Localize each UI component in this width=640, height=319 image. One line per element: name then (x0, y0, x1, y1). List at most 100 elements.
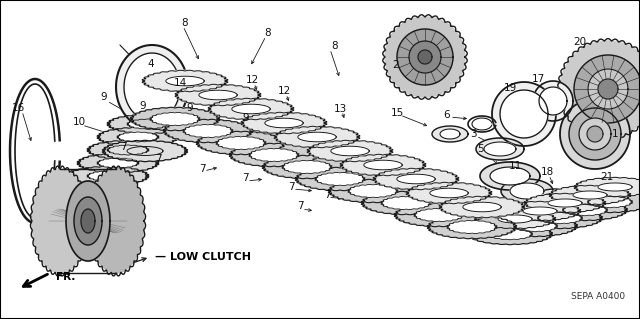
Polygon shape (364, 160, 402, 170)
Polygon shape (362, 191, 450, 215)
Polygon shape (574, 55, 640, 123)
Polygon shape (587, 126, 603, 142)
Polygon shape (232, 104, 270, 114)
Polygon shape (89, 172, 127, 181)
Text: 2: 2 (393, 60, 399, 70)
Polygon shape (166, 76, 204, 86)
Polygon shape (440, 129, 460, 139)
Polygon shape (129, 120, 167, 129)
Text: 8: 8 (332, 41, 339, 51)
Polygon shape (595, 187, 607, 199)
Polygon shape (560, 41, 640, 137)
Text: 18: 18 (540, 167, 554, 177)
Polygon shape (440, 197, 524, 218)
Text: 19: 19 (504, 83, 516, 93)
Polygon shape (541, 193, 569, 205)
Polygon shape (539, 87, 567, 115)
Polygon shape (265, 118, 303, 128)
Polygon shape (317, 173, 363, 185)
Text: 4: 4 (148, 59, 154, 69)
Text: 20: 20 (573, 37, 587, 47)
Polygon shape (463, 202, 501, 212)
Polygon shape (492, 82, 556, 146)
Text: 15: 15 (390, 108, 404, 118)
Text: 7: 7 (324, 190, 330, 200)
Polygon shape (501, 179, 553, 203)
Text: 8: 8 (182, 18, 188, 28)
Polygon shape (124, 53, 180, 121)
Polygon shape (449, 221, 495, 233)
Polygon shape (298, 132, 336, 142)
Text: 7: 7 (198, 164, 205, 174)
Polygon shape (88, 169, 144, 273)
Polygon shape (416, 209, 462, 221)
Polygon shape (591, 183, 611, 203)
Polygon shape (475, 210, 556, 228)
Text: 7: 7 (242, 173, 248, 183)
Polygon shape (164, 119, 252, 143)
Polygon shape (395, 204, 483, 226)
Text: 9: 9 (140, 101, 147, 111)
Polygon shape (331, 146, 369, 156)
Polygon shape (543, 199, 627, 220)
Text: 5: 5 (477, 144, 484, 154)
Polygon shape (490, 167, 530, 185)
Polygon shape (498, 215, 532, 223)
Polygon shape (175, 85, 260, 106)
Polygon shape (406, 182, 492, 204)
Polygon shape (598, 79, 618, 99)
Polygon shape (418, 50, 432, 64)
Polygon shape (284, 161, 330, 173)
Polygon shape (564, 205, 606, 215)
Text: 16: 16 (12, 103, 24, 113)
Polygon shape (197, 131, 285, 154)
Polygon shape (109, 145, 147, 154)
Polygon shape (296, 167, 384, 190)
Polygon shape (209, 98, 293, 120)
Polygon shape (548, 199, 582, 207)
Polygon shape (143, 70, 227, 92)
Polygon shape (550, 185, 630, 204)
Text: 8: 8 (265, 28, 271, 38)
Polygon shape (87, 140, 169, 160)
Polygon shape (119, 132, 157, 142)
Polygon shape (493, 216, 577, 236)
Text: 14: 14 (173, 78, 187, 88)
Text: 10: 10 (72, 117, 86, 127)
Polygon shape (568, 191, 640, 212)
Polygon shape (67, 166, 149, 186)
Polygon shape (430, 188, 468, 198)
Text: 3: 3 (470, 129, 476, 139)
Text: 7: 7 (155, 154, 161, 164)
Polygon shape (275, 126, 360, 148)
Text: 7: 7 (288, 182, 294, 192)
Text: 6: 6 (444, 110, 451, 120)
Polygon shape (500, 90, 548, 138)
Text: 9: 9 (187, 103, 193, 113)
Polygon shape (308, 140, 392, 162)
Text: — LOW CLUTCH: — LOW CLUTCH (155, 252, 251, 262)
Polygon shape (523, 207, 557, 215)
Polygon shape (116, 45, 188, 129)
Text: 9: 9 (100, 92, 108, 102)
Polygon shape (105, 141, 185, 161)
Polygon shape (131, 108, 219, 130)
Polygon shape (350, 185, 396, 197)
Polygon shape (468, 224, 552, 244)
Polygon shape (340, 154, 426, 175)
Polygon shape (514, 221, 556, 231)
Polygon shape (533, 189, 577, 209)
Polygon shape (263, 155, 351, 179)
Polygon shape (428, 215, 516, 239)
Polygon shape (81, 209, 95, 233)
Polygon shape (525, 193, 605, 212)
Polygon shape (383, 197, 429, 209)
Polygon shape (107, 114, 189, 134)
Polygon shape (560, 99, 630, 169)
Polygon shape (242, 112, 326, 134)
Text: 21: 21 (600, 172, 614, 182)
Polygon shape (476, 138, 524, 160)
Text: 12: 12 (245, 75, 259, 85)
Polygon shape (575, 177, 640, 197)
Polygon shape (374, 168, 458, 189)
